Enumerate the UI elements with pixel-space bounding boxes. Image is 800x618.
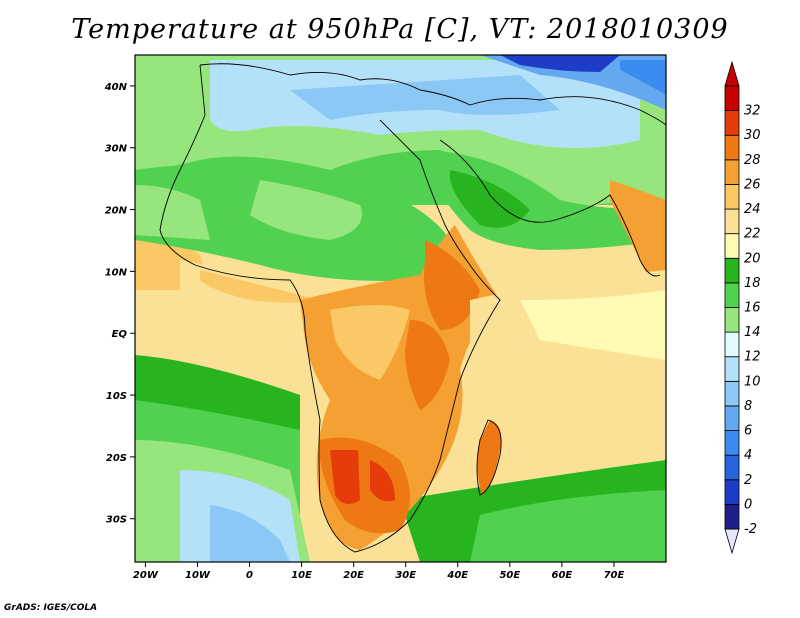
coastline-madagascar — [476, 419, 502, 496]
colorbar-label: 0 — [744, 497, 752, 512]
lat-tick-label: 20S — [106, 453, 127, 464]
colorbar-label: 10 — [744, 374, 761, 389]
lat-tick-label: 30N — [105, 144, 128, 155]
coastline-africa — [159, 64, 501, 553]
lon-tick-label: 60E — [552, 570, 573, 581]
colorbar-swatch — [724, 208, 740, 235]
lon-tick-label: 10W — [185, 570, 211, 581]
colorbar-swatch — [724, 85, 740, 112]
colorbar-label: 30 — [744, 128, 761, 143]
colorbar-label: 18 — [744, 276, 761, 291]
colorbar-swatch — [724, 405, 740, 431]
colorbar-min-triangle — [724, 528, 740, 555]
colorbar-label: 22 — [744, 227, 761, 242]
colorbar-swatch — [724, 159, 740, 185]
lat-tick-label: 10S — [106, 391, 127, 402]
colorbar-label: 26 — [744, 177, 761, 192]
lon-tick-label: 20W — [133, 570, 159, 581]
colorbar-label: 14 — [744, 325, 761, 340]
colorbar-label: 6 — [744, 424, 752, 439]
grads-credit: GrADS: IGES/COLA — [4, 603, 98, 613]
lon-tick-label: 20E — [343, 570, 364, 581]
lat-tick-label: 30S — [106, 515, 127, 526]
lon-tick-label: 50E — [499, 570, 520, 581]
colorbar-swatch — [724, 233, 740, 259]
colorbar-swatch — [724, 257, 740, 284]
colorbar-label: 4 — [744, 448, 752, 463]
temperature-field — [135, 55, 666, 562]
colorbar-label: 32 — [744, 104, 761, 119]
colorbar-max-triangle — [724, 60, 740, 87]
lon-tick-label: 40E — [446, 570, 468, 581]
colorbar-swatch — [724, 331, 740, 358]
colorbar-label: 16 — [744, 301, 761, 316]
field-india-warm — [610, 180, 666, 290]
colorbar-swatch — [724, 307, 740, 333]
lat-axis: 40N 30N 20N 10N EQ 10S 20S 30S — [104, 82, 135, 526]
colorbar-label: 12 — [744, 350, 761, 365]
colorbar-label: 20 — [744, 251, 761, 266]
coastline-arabia-india — [439, 139, 661, 277]
colorbar-label: 2 — [744, 473, 752, 488]
colorbar-swatch — [724, 479, 740, 505]
colorbar-swatch — [724, 134, 740, 161]
colorbar-swatch — [724, 454, 740, 481]
colorbar-label: -2 — [744, 522, 757, 537]
lon-tick-label: 70E — [604, 570, 625, 581]
colorbar-label: 24 — [744, 202, 761, 217]
lon-tick-label: 30E — [395, 570, 416, 581]
colorbar-swatch — [724, 380, 740, 407]
lon-tick-label: 0 — [246, 570, 253, 581]
lat-tick-label: 10N — [105, 267, 128, 278]
coastline-mediterranean — [199, 63, 666, 126]
colorbar-swatch — [724, 503, 740, 530]
temperature-map: 20W 10W 0 10E 20E 30E 40E 50E 60E 70E 40N 30N 20N 10… — [104, 54, 761, 581]
colorbar-swatch — [724, 282, 740, 308]
lon-tick-label: 10E — [291, 570, 312, 581]
colorbar-label: 8 — [744, 399, 752, 414]
colorbar-swatch — [724, 430, 740, 456]
coastlines — [159, 63, 666, 553]
lon-axis: 20W 10W 0 10E 20E 30E 40E 50E 60E 70E — [133, 562, 625, 581]
colorbar-swatch — [724, 184, 740, 210]
map-frame-border — [134, 54, 667, 563]
lat-tick-label: EQ — [112, 329, 128, 340]
colorbar-swatch — [724, 110, 740, 136]
lat-tick-label: 40N — [104, 82, 128, 93]
colorbar-label: 28 — [744, 153, 761, 168]
colorbar-swatch — [724, 356, 740, 382]
field-madagascar — [477, 420, 502, 495]
chart-title: Temperature at 950hPa [C], VT: 201801030… — [71, 14, 729, 45]
field-namibia-hot — [330, 450, 360, 504]
lat-tick-label: 20N — [105, 206, 128, 217]
